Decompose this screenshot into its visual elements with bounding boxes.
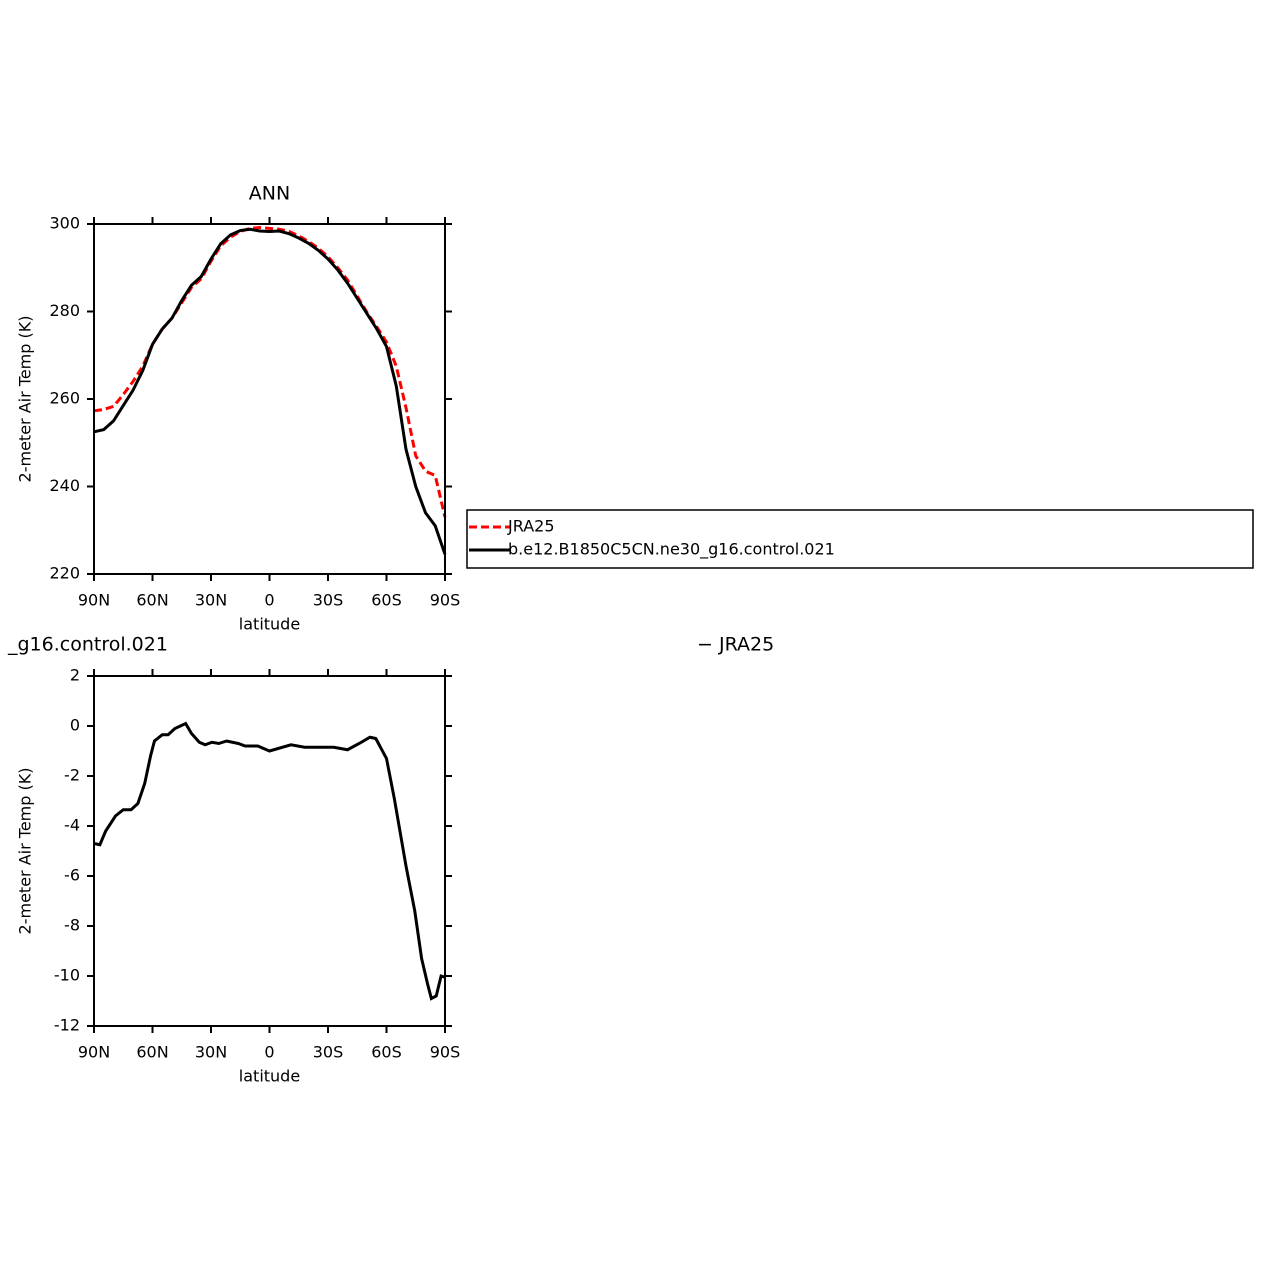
- legend-label: JRA25: [507, 517, 555, 536]
- data-line: [93, 721, 446, 1001]
- x-tick-label: 30N: [195, 591, 227, 610]
- plot-frame: [93, 223, 446, 575]
- y-tick-label: -12: [54, 1016, 80, 1035]
- x-axis-label: latitude: [239, 615, 300, 634]
- y-tick-label: 240: [49, 476, 80, 495]
- y-tick-label: -10: [54, 966, 80, 985]
- y-axis-label: 2-meter Air Temp (K): [16, 768, 35, 935]
- y-tick-label: 220: [49, 564, 80, 583]
- y-tick-label: -6: [64, 866, 80, 885]
- x-tick-label: 90S: [430, 591, 461, 610]
- x-tick-label: 30N: [195, 1043, 227, 1062]
- y-tick-label: -2: [64, 766, 80, 785]
- y-tick-label: 280: [49, 301, 80, 320]
- y-tick-label: 260: [49, 389, 80, 408]
- x-tick-label: 0: [264, 591, 274, 610]
- x-tick-label: 90N: [78, 591, 110, 610]
- data-line: [93, 227, 447, 555]
- left-title: _g16.control.021: [7, 634, 168, 656]
- x-axis-label: latitude: [239, 1067, 300, 1086]
- y-axis-label: 2-meter Air Temp (K): [16, 316, 35, 483]
- y-tick-label: 0: [70, 716, 80, 735]
- x-tick-label: 90N: [78, 1043, 110, 1062]
- legend-label: b.e12.B1850C5CN.ne30_g16.control.021: [508, 540, 835, 560]
- x-tick-label: 30S: [313, 591, 344, 610]
- x-tick-label: 0: [264, 1043, 274, 1062]
- x-tick-label: 60N: [136, 591, 168, 610]
- y-tick-label: 300: [49, 214, 80, 233]
- x-tick-label: 60S: [371, 1043, 402, 1062]
- x-tick-label: 90S: [430, 1043, 461, 1062]
- plot-frame: [93, 675, 446, 1027]
- x-tick-label: 30S: [313, 1043, 344, 1062]
- x-tick-label: 60N: [136, 1043, 168, 1062]
- right-title: − JRA25: [697, 634, 774, 656]
- legend-box: [466, 509, 1254, 569]
- y-tick-label: 2: [70, 666, 80, 685]
- data-line: [93, 225, 447, 518]
- y-tick-label: -4: [64, 816, 80, 835]
- chart-title: ANN: [249, 183, 290, 205]
- x-tick-label: 60S: [371, 591, 402, 610]
- y-tick-label: -8: [64, 916, 80, 935]
